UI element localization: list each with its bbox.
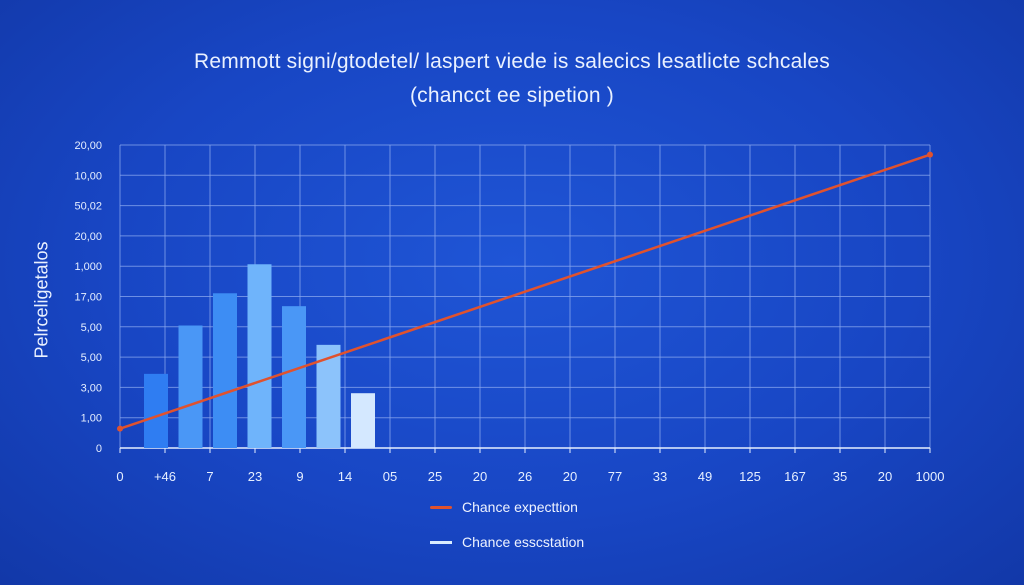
legend-line-swatch [430,505,452,509]
legend-item-bars: Chance esscstation [430,534,584,550]
trend-line-point [117,425,123,432]
x-tick-label: 20 [878,469,892,484]
x-tick-label: 23 [248,469,262,484]
x-tick-label: 77 [608,469,622,484]
y-tick-label: 1,00 [81,413,102,425]
x-tick-label: 35 [833,469,847,484]
bar [247,264,272,448]
x-tick-label: 125 [739,469,761,484]
bar [144,373,168,448]
x-tick-label: 7 [206,469,213,484]
x-tick-label: 25 [428,469,442,484]
y-tick-label: 5,00 [81,322,102,334]
x-tick-label: 05 [383,469,397,484]
trend-line-point [927,151,933,158]
x-tick-label: +46 [154,469,176,484]
chart-subtitle: (chancct ee sipetion ) [409,84,614,107]
trend-line [119,153,931,430]
x-tick-label: 20 [563,469,577,484]
legend-line-label: Chance expecttion [462,499,578,515]
y-tick-label: 3,00 [81,382,102,394]
legend-bar-swatch [430,540,452,544]
y-tick-label: 1,000 [74,261,102,273]
x-tick-label: 1000 [916,469,945,484]
x-tick-label: 9 [296,469,303,484]
y-tick-label: 10,00 [74,170,102,182]
bar [351,393,375,448]
x-tick-label: 49 [698,469,712,484]
x-tick-label: 0 [116,469,123,484]
bar [213,293,237,448]
y-tick-label: 20,00 [74,231,102,243]
x-tick-label: 14 [338,469,352,484]
legend-item-line: Chance expecttion [430,499,578,515]
x-tick-label: 167 [784,469,806,484]
y-tick-label: 17,00 [74,292,102,304]
x-tick-label: 26 [518,469,532,484]
x-tick-label: 33 [653,469,667,484]
bar [178,325,203,448]
y-tick-label: 20,00 [74,140,102,152]
legend-bar-label: Chance esscstation [462,534,585,550]
x-tick-label: 20 [473,469,487,484]
y-tick-label: 5,00 [81,352,102,364]
bar [282,306,306,448]
chart-title: Remmott signi/gtodetel/ laspert viede is… [194,50,830,73]
y-tick-label: 50,02 [74,201,102,213]
y-tick-label: 0 [96,443,102,455]
